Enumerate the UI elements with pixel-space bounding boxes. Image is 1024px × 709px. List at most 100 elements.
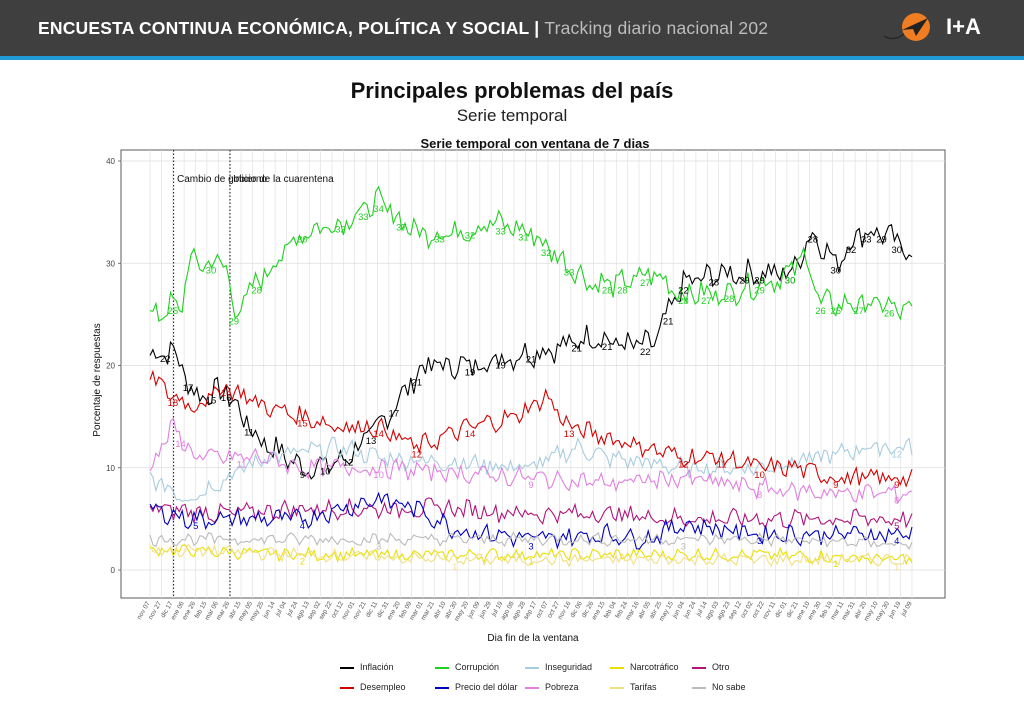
x-tick-label: jul 09 [899,600,914,618]
legend-item: No sabe [692,682,746,692]
series-data-label: 22 [160,354,171,365]
series-data-label: 29 [876,235,887,246]
series-data-label: 10 [754,470,765,481]
series-line-1 [149,185,913,322]
y-tick-label: 0 [111,566,116,575]
series-data-label: 11 [717,460,727,471]
series-data-label: 28 [808,235,819,246]
x-tick-label: jul 04 [274,600,289,618]
legend-swatch [435,666,449,669]
series-data-label: 22 [678,286,689,297]
legend-item: Corrupción [435,662,499,672]
series-data-label: 16 [221,393,232,404]
series-data-label: 32 [465,230,476,241]
y-tick-label: 20 [106,362,115,371]
page-title: Principales problemas del país [350,78,674,103]
series-data-label: 3 [376,541,381,552]
plot-area [120,149,946,599]
series-data-label: 19 [465,368,476,379]
logo-swoosh [883,33,905,40]
series-data-label: 30 [297,235,308,246]
series-data-label: 25 [831,306,842,317]
series-line-5 [149,369,913,488]
series-data-label: 26 [884,309,895,320]
series-data-label: 30 [785,275,796,286]
legend-label: Pobreza [545,682,579,692]
series-data-label: 3 [757,536,762,547]
series-data-label: 33 [495,226,506,237]
series-data-label: 19 [495,361,506,372]
legend-label: Inseguridad [545,662,593,672]
legend-item: Precio del dólar [435,682,518,692]
legend-item: Desempleo [340,682,406,692]
series-data-label: 28 [602,286,613,297]
series-data-label: 30 [206,265,217,276]
series-data-label: 4 [894,536,899,547]
series-data-label: 33 [861,235,872,246]
series-data-label: 37 [396,222,407,233]
x-axis-label: Dia fin de la ventana [487,633,579,644]
legend-label: Otro [712,662,730,672]
series-data-label: 1 [833,559,838,570]
series-data-label: 8 [894,495,899,506]
page-subtitle: Serie temporal [456,106,568,125]
series-data-label: 28 [724,294,735,305]
series-data-label: 15 [297,419,308,430]
series-data-label: 12 [343,457,354,468]
series-data-label: 9 [528,480,533,491]
header-subtitle: Tracking diario nacional 202 [544,18,769,38]
series-data-label: 21 [602,342,613,353]
series-data-label: 32 [541,248,552,259]
series-data-label: 33 [434,235,445,246]
series-data-label: 11 [237,460,247,471]
series-data-label: 27 [853,306,864,317]
legend-swatch [435,686,449,689]
series-data-label: 5 [193,521,198,532]
series-data-label: 34 [373,204,384,215]
series-data-label: 22 [640,347,651,358]
series-data-label: 1 [894,562,899,573]
legend-swatch [340,666,354,669]
series-data-label: 12 [891,449,902,460]
legend-label: No sabe [712,682,746,692]
legend-swatch [525,686,539,689]
series-data-label: 29 [739,275,750,286]
series-line-4 [149,497,913,530]
legend-swatch [610,686,624,689]
series-line-2 [149,436,913,503]
series-data-label: 2 [300,557,305,568]
series-data-label: 30 [891,245,902,256]
series-data-label: 29 [229,316,240,327]
series-data-label: 26 [815,306,826,317]
series-data-label: 4 [300,521,305,532]
series-data-label: 18 [168,398,179,409]
series-data-label: 14 [465,429,476,440]
legend-label: Desempleo [360,682,406,692]
series-data-label: 29 [754,286,765,297]
series-line-0 [149,223,913,480]
series-data-label: 28 [617,286,628,297]
series-data-label: 13 [564,429,575,440]
series-data-label: 17 [183,383,194,394]
series-data-label: 9 [894,480,899,491]
series-data-label: 14 [175,439,186,450]
series-data-label: 32 [846,245,857,256]
legend-item: Otro [692,662,730,672]
series-data-label: 14 [373,429,384,440]
series-data-label: 1 [528,557,533,568]
series-data-label: 1 [452,562,457,573]
series-data-label: 17 [389,408,400,419]
series-data-label: 28 [678,296,689,307]
paper-plane-icon [902,18,928,36]
chart-title: Serie temporal con ventana de 7 dias [420,136,650,151]
series-data-label: 33 [358,212,369,223]
series-data-label: 27 [640,278,651,289]
logo-text: I+A [946,14,981,39]
legend-item: Tarifas [610,682,657,692]
series-data-label: 9 [300,470,305,481]
series-data-label: 32 [335,224,346,235]
series-data-label: 31 [518,233,529,244]
series-data-label: 10 [320,467,331,478]
series-data-label: 8 [757,490,762,501]
